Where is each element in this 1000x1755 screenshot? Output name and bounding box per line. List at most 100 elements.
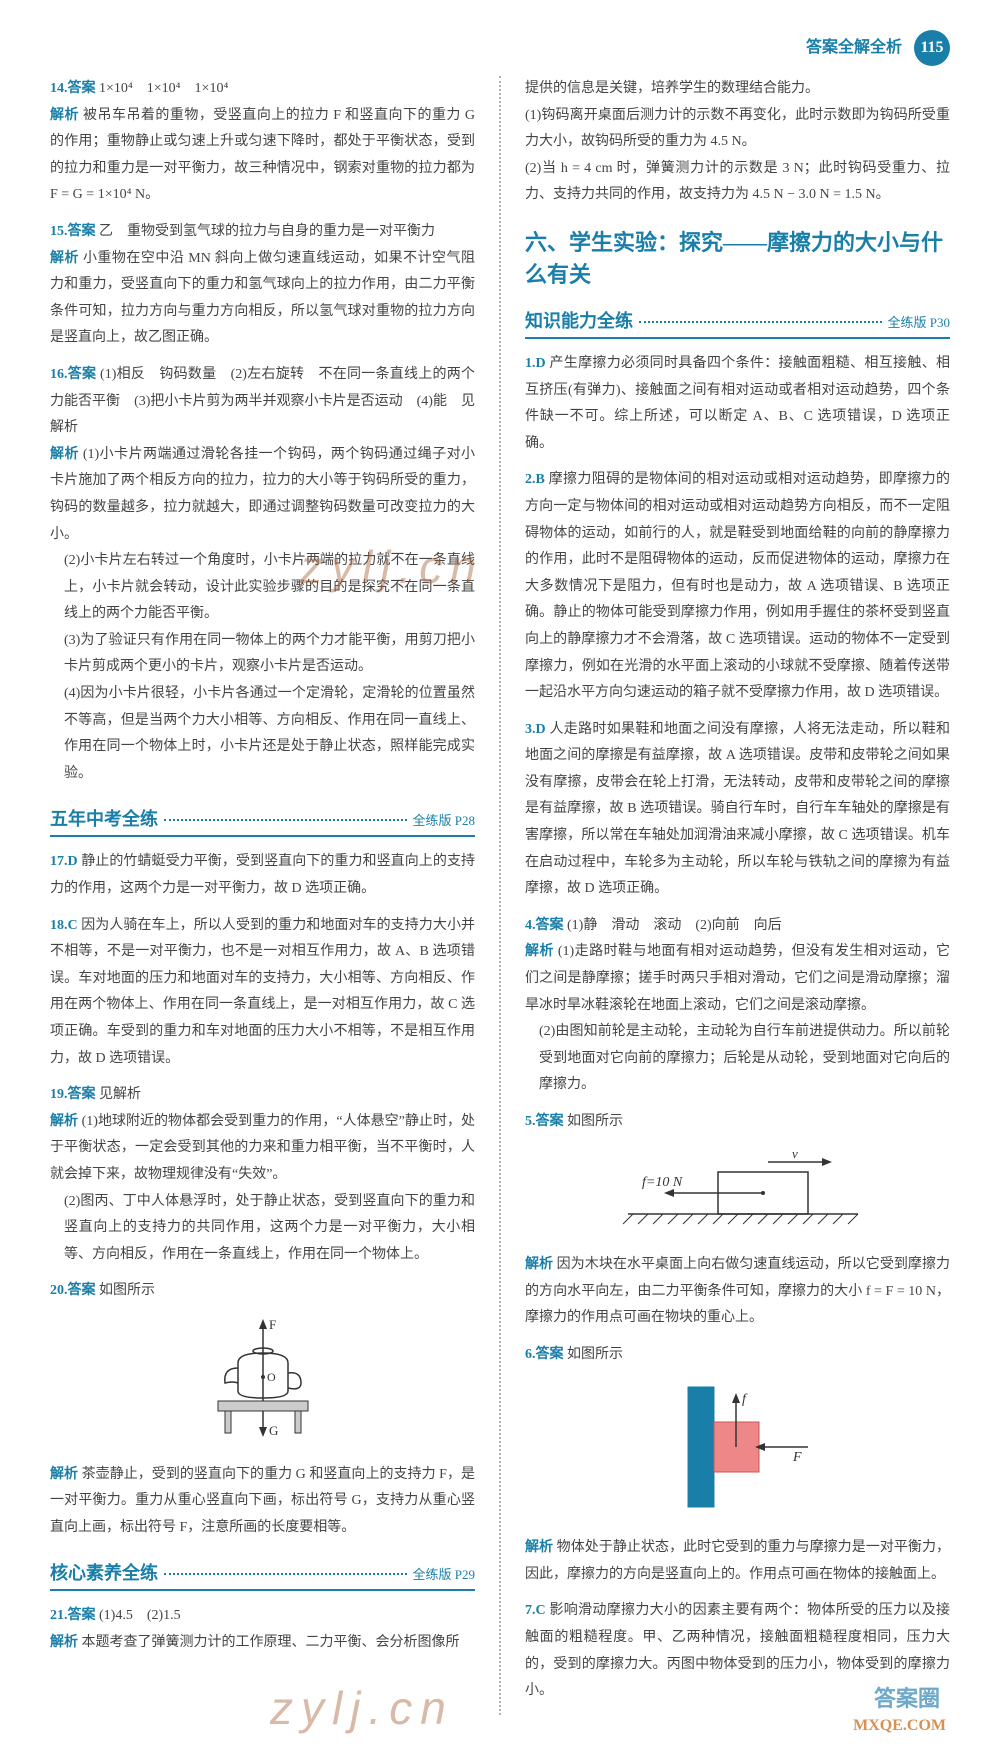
q19: 19.答案 见解析 解析 (1)地球附近的物体都会受到重力的作用，“人体悬空”静… <box>50 1082 475 1268</box>
explain-text: (1)地球附近的物体都会受到重力的作用，“人体悬空”静止时，处于平衡状态，一定会… <box>50 1114 475 1182</box>
explain-text: 茶壶静止，受到的竖直向下的重力 G 和竖直向上的支持力 F，是一对平衡力。重力从… <box>50 1467 475 1535</box>
section-name: 五年中考全练 <box>50 805 158 831</box>
answer-label: 14.答案 <box>50 81 96 96</box>
section-title-knowledge: 知识能力全练 全练版 P30 <box>525 307 950 339</box>
q20: 20.答案 如图所示 F G O <box>50 1278 475 1541</box>
section-name: 核心素养全练 <box>50 1559 158 1585</box>
continuation: 提供的信息是关键，培养学生的数理结合能力。 (1)钩码离开桌面后测力计的示数不再… <box>525 76 950 209</box>
answer-label: 17.D <box>50 854 78 869</box>
answer-label: 4.答案 <box>525 918 564 933</box>
answer-text: 1×10⁴ 1×10⁴ 1×10⁴ <box>99 81 228 96</box>
explain-text: 因为木块在水平桌面上向右做匀速直线运动，所以它受到摩擦力的方向水平向左，由二力平… <box>525 1257 950 1325</box>
q6: 6.答案 如图所示 f F 解析 物体处于静止状态，此时它受到的重力 <box>525 1342 950 1588</box>
answer-label: 20.答案 <box>50 1283 96 1298</box>
explain-text: 本题考查了弹簧测力计的工作原理、二力平衡、会分析图像所 <box>82 1635 460 1650</box>
label-f: f <box>742 1392 748 1407</box>
q2: 2.B 摩擦力阻碍的是物体间的相对运动或相对运动趋势，即摩擦力的方向一定与物体间… <box>525 467 950 706</box>
explain-text: (3)为了验证只有作用在同一物体上的两个力才能平衡，用剪刀把小卡片剪成两个更小的… <box>50 628 475 681</box>
explain-text: 人走路时如果鞋和地面之间没有摩擦，人将无法走动，所以鞋和地面之间的摩擦是有益摩擦… <box>525 722 950 897</box>
explain-text: 因为人骑在车上，所以人受到的重力和地面对车的支持力大小并不相等，不是一对平衡力，… <box>50 918 475 1066</box>
answer-text: (1)相反 钩码数量 (2)左右旋转 不在同一条直线上的两个力能否平衡 (3)把… <box>50 367 475 435</box>
q14: 14.答案 1×10⁴ 1×10⁴ 1×10⁴ 解析 被吊车吊着的重物，受竖直向… <box>50 76 475 209</box>
answer-label: 15.答案 <box>50 224 96 239</box>
explain-text: (2)图丙、丁中人体悬浮时，处于静止状态，受到竖直向下的重力和竖直向上的支持力的… <box>50 1189 475 1269</box>
figure-wall-friction: f F <box>525 1377 950 1528</box>
answer-text: 乙 重物受到氢气球的拉力与自身的重力是一对平衡力 <box>99 224 435 239</box>
header-title: 答案全解全析 <box>806 39 902 56</box>
page-number-badge: 115 <box>914 30 950 66</box>
chapter-title: 六、学生实验：探究——摩擦力的大小与什么有关 <box>525 225 950 289</box>
dots <box>164 1573 407 1575</box>
q3: 3.D 人走路时如果鞋和地面之间没有摩擦，人将无法走动，所以鞋和地面之间的摩擦是… <box>525 717 950 903</box>
explain-label: 解析 <box>50 108 79 123</box>
answer-label: 3.D <box>525 722 546 737</box>
explain-text: 静止的竹蜻蜓受力平衡，受到竖直向下的重力和竖直向上的支持力的作用，这两个力是一对… <box>50 854 475 896</box>
answer-text: (1)静 滑动 滚动 (2)向前 向后 <box>567 918 782 933</box>
label-O: O <box>267 1370 276 1384</box>
section-ref: 全练版 P30 <box>888 312 950 331</box>
answer-label: 5.答案 <box>525 1114 564 1129</box>
explain-label: 解析 <box>50 1635 78 1650</box>
answer-label: 2.B <box>525 472 545 487</box>
explain-label: 解析 <box>525 1257 553 1272</box>
page-header: 答案全解全析 115 <box>50 30 950 66</box>
column-divider <box>499 76 501 1715</box>
answer-label: 16.答案 <box>50 367 96 382</box>
explain-label: 解析 <box>525 944 554 959</box>
q1: 1.D 产生摩擦力必须同时具备四个条件：接触面粗糙、相互接触、相互挤压(有弹力)… <box>525 351 950 457</box>
text: (2)当 h = 4 cm 时，弹簧测力计的示数是 3 N；此时钩码受重力、拉力… <box>525 156 950 209</box>
label-F: F <box>269 1317 276 1332</box>
explain-text: 小重物在空中沿 MN 斜向上做匀速直线运动，如果不计空气阻力和重力，受竖直向下的… <box>50 251 475 346</box>
label-f: f=10 N <box>642 1175 683 1190</box>
label-G: G <box>269 1423 278 1438</box>
left-column: 14.答案 1×10⁴ 1×10⁴ 1×10⁴ 解析 被吊车吊着的重物，受竖直向… <box>50 76 475 1715</box>
explain-text: 被吊车吊着的重物，受竖直向上的拉力 F 和竖直向下的重力 G 的作用；重物静止或… <box>50 108 475 203</box>
answer-label: 18.C <box>50 918 78 933</box>
section-title-core: 核心素养全练 全练版 P29 <box>50 1559 475 1591</box>
explain-text: (2)由图知前轮是主动轮，主动轮为自行车前进提供动力。所以前轮受到地面对它向前的… <box>525 1019 950 1099</box>
answer-label: 6.答案 <box>525 1347 564 1362</box>
explain-text: (2)小卡片左右转过一个角度时，小卡片两端的拉力就不在一条直线上，小卡片就会转动… <box>50 548 475 628</box>
text: 提供的信息是关键，培养学生的数理结合能力。 <box>525 76 950 103</box>
section-ref: 全练版 P28 <box>413 810 475 829</box>
explain-label: 解析 <box>525 1540 553 1555</box>
explain-label: 解析 <box>50 1467 78 1482</box>
figure-teapot: F G O <box>50 1313 475 1454</box>
content-columns: 14.答案 1×10⁴ 1×10⁴ 1×10⁴ 解析 被吊车吊着的重物，受竖直向… <box>50 76 950 1715</box>
q18: 18.C 因为人骑在车上，所以人受到的重力和地面对车的支持力大小并不相等，不是一… <box>50 913 475 1073</box>
q15: 15.答案 乙 重物受到氢气球的拉力与自身的重力是一对平衡力 解析 小重物在空中… <box>50 219 475 352</box>
answer-label: 21.答案 <box>50 1608 96 1623</box>
q5: 5.答案 如图所示 <box>525 1109 950 1332</box>
label-v: v <box>792 1146 798 1161</box>
section-ref: 全练版 P29 <box>413 1564 475 1583</box>
answer-label: 7.C <box>525 1603 546 1618</box>
explain-text: 影响滑动摩擦力大小的因素主要有两个：物体所受的压力以及接触面的粗糙程度。甲、乙两… <box>525 1603 950 1698</box>
q16: 16.答案 (1)相反 钩码数量 (2)左右旋转 不在同一条直线上的两个力能否平… <box>50 362 475 788</box>
answer-text: (1)4.5 (2)1.5 <box>99 1608 181 1623</box>
answer-text: 如图所示 <box>567 1114 623 1129</box>
answer-text: 如图所示 <box>567 1347 623 1362</box>
q7: 7.C 影响滑动摩擦力大小的因素主要有两个：物体所受的压力以及接触面的粗糙程度。… <box>525 1598 950 1704</box>
explain-label: 解析 <box>50 251 79 266</box>
explain-text: (1)小卡片两端通过滑轮各挂一个钩码，两个钩码通过绳子对小卡片施加了两个相反方向… <box>50 447 475 542</box>
explain-text: 物体处于静止状态，此时它受到的重力与摩擦力是一对平衡力，因此，摩擦力的方向是竖直… <box>525 1540 950 1582</box>
answer-label: 19.答案 <box>50 1087 96 1102</box>
watermark-logo: MXQE.COM <box>853 1717 946 1735</box>
figure-block-friction: f=10 N v <box>525 1144 950 1245</box>
q21: 21.答案 (1)4.5 (2)1.5 解析 本题考查了弹簧测力计的工作原理、二… <box>50 1603 475 1656</box>
explain-text: (1)走路时鞋与地面有相对运动趋势，但没有发生相对运动，它们之间是静摩擦；搓手时… <box>525 944 950 1012</box>
dots <box>164 819 407 821</box>
explain-text: (4)因为小卡片很轻，小卡片各通过一个定滑轮，定滑轮的位置虽然不等高，但是当两个… <box>50 681 475 787</box>
explain-label: 解析 <box>50 1114 78 1129</box>
answer-label: 1.D <box>525 356 546 371</box>
explain-text: 摩擦力阻碍的是物体间的相对运动或相对运动趋势，即摩擦力的方向一定与物体间的相对运… <box>525 472 950 700</box>
dots <box>639 321 882 323</box>
section-title-5yr: 五年中考全练 全练版 P28 <box>50 805 475 837</box>
q4: 4.答案 (1)静 滑动 滚动 (2)向前 向后 解析 (1)走路时鞋与地面有相… <box>525 913 950 1099</box>
answer-text: 见解析 <box>99 1087 141 1102</box>
right-column: 提供的信息是关键，培养学生的数理结合能力。 (1)钩码离开桌面后测力计的示数不再… <box>525 76 950 1715</box>
explain-label: 解析 <box>50 447 79 462</box>
text: (1)钩码离开桌面后测力计的示数不再变化，此时示数即为钩码所受重力大小，故钩码所… <box>525 103 950 156</box>
explain-text: 产生摩擦力必须同时具备四个条件：接触面粗糙、相互接触、相互挤压(有弹力)、接触面… <box>525 356 950 451</box>
q17: 17.D 静止的竹蜻蜓受力平衡，受到竖直向下的重力和竖直向上的支持力的作用，这两… <box>50 849 475 902</box>
